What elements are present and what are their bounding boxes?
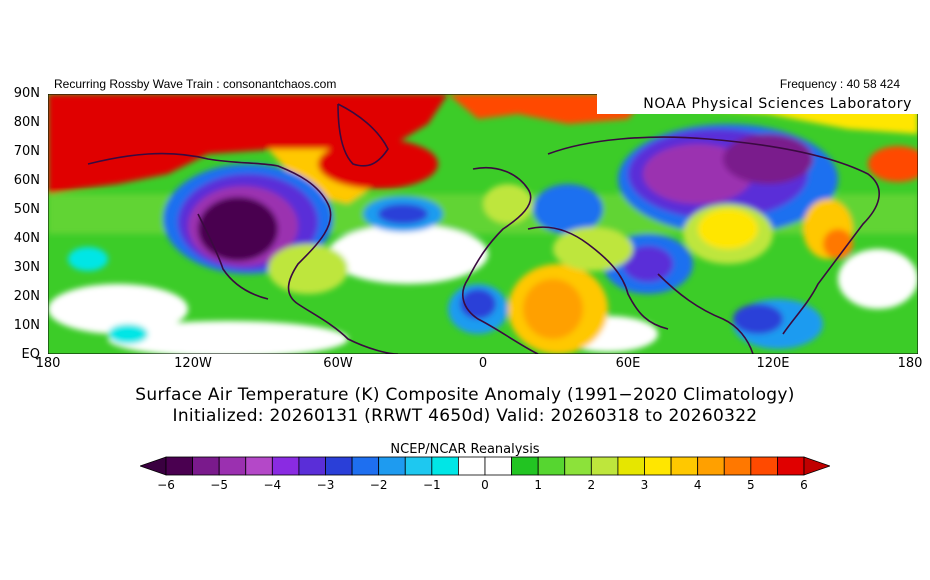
colorbar-tick-label: −1 [422, 478, 441, 492]
colorbar-swatch [404, 456, 433, 476]
colorbar-swatch [378, 456, 406, 476]
colorbar-swatch [750, 456, 778, 476]
lat-label: 50N [13, 202, 40, 217]
colorbar-swatch [325, 456, 353, 476]
lon-label: 120E [756, 356, 790, 371]
colorbar-swatch [431, 456, 459, 476]
colorbar-min-arrow [140, 456, 167, 476]
colorbar-tick-label: 3 [640, 478, 649, 492]
colorbar-swatch [564, 456, 592, 476]
lat-label: 30N [13, 260, 40, 275]
colorbar-swatch [697, 456, 725, 476]
colorbar-max-arrow [803, 456, 830, 476]
lat-label: 90N [13, 86, 40, 101]
lon-label: 0 [478, 356, 488, 371]
colorbar-tick-label: 1 [534, 478, 542, 492]
colorbar-swatch [617, 456, 645, 476]
noaa-label: NOAA Physical Sciences Laboratory [597, 94, 918, 114]
colorbar-tick-label: 6 [800, 478, 808, 492]
colorbar-swatch [218, 456, 247, 476]
colorbar-tick-label: −2 [369, 478, 388, 492]
lat-label: 80N [13, 115, 40, 130]
colorbar-source-label: NCEP/NCAR Reanalysis [390, 442, 540, 457]
colorbar-swatch [245, 456, 273, 476]
colorbar-swatch [351, 456, 380, 476]
colorbar-tick-label: −6 [157, 478, 175, 492]
lat-label: 70N [13, 144, 40, 159]
map-title-line2: Initialized: 20260131 (RRWT 4650d) Valid… [172, 406, 758, 426]
anomaly-field [48, 94, 918, 354]
colorbar-tick-label: −3 [316, 478, 335, 492]
lat-label: 20N [13, 289, 40, 304]
coastlines [87, 103, 880, 354]
lat-label: 40N [13, 231, 40, 246]
colorbar-swatch [458, 456, 486, 476]
colorbar-swatch [590, 456, 619, 476]
header-frequency-text: Frequency : 40 58 424 [779, 77, 900, 91]
lon-label: 180 [35, 356, 61, 371]
colorbar-swatch [537, 456, 566, 476]
lon-label: 60E [615, 356, 641, 371]
colorbar-swatch [777, 456, 805, 476]
colorbar-swatch [670, 456, 699, 476]
colorbar-swatch [484, 456, 512, 476]
colorbar-tick-label: 0 [481, 478, 489, 492]
lat-label: EQ [21, 347, 40, 362]
colorbar [140, 456, 830, 476]
colorbar-swatch [192, 456, 220, 476]
lon-label: 60W [323, 356, 353, 371]
lat-label: 10N [13, 318, 40, 333]
lat-label: 60N [13, 173, 40, 188]
colorbar-tick-label: 5 [747, 478, 755, 492]
header-source-text: Recurring Rossby Wave Train : consonantc… [54, 77, 337, 91]
colorbar-tick-label: −4 [263, 478, 282, 492]
colorbar-tick-label: 4 [693, 478, 702, 492]
map-svg [48, 94, 918, 354]
colorbar-tick-label: −5 [210, 478, 229, 492]
anomaly-map: NOAA Physical Sciences Laboratory [48, 94, 918, 354]
map-title-line1: Surface Air Temperature (K) Composite An… [135, 385, 795, 405]
lon-label: 180 [897, 356, 923, 371]
colorbar-swatch [723, 456, 752, 476]
colorbar-swatch [511, 456, 539, 476]
colorbar-swatch [271, 456, 300, 476]
colorbar-swatch [644, 456, 672, 476]
colorbar-tick-label: 2 [587, 478, 596, 492]
colorbar-swatch [165, 456, 193, 476]
colorbar-swatch [298, 456, 326, 476]
lon-label: 120W [174, 356, 212, 371]
